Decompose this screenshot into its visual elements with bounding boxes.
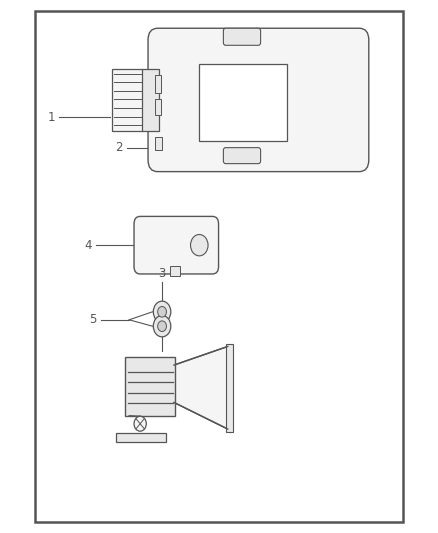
Text: 1: 1 xyxy=(47,111,55,124)
Circle shape xyxy=(153,301,171,322)
Bar xyxy=(155,137,162,150)
FancyBboxPatch shape xyxy=(223,148,261,164)
Text: 2: 2 xyxy=(115,141,123,154)
Bar xyxy=(116,433,166,442)
Circle shape xyxy=(134,416,146,431)
Bar xyxy=(112,69,143,131)
Text: 5: 5 xyxy=(89,313,96,326)
Circle shape xyxy=(153,316,171,337)
FancyBboxPatch shape xyxy=(223,28,261,45)
Polygon shape xyxy=(174,346,228,429)
Circle shape xyxy=(191,235,208,256)
Bar xyxy=(125,357,175,416)
FancyBboxPatch shape xyxy=(134,216,219,274)
Bar xyxy=(155,99,161,115)
Bar xyxy=(155,75,161,93)
Bar xyxy=(226,344,233,432)
Text: 4: 4 xyxy=(85,239,92,252)
Bar xyxy=(35,11,403,522)
Bar xyxy=(199,64,287,141)
Bar xyxy=(142,69,159,131)
Bar xyxy=(170,266,180,276)
Text: 3: 3 xyxy=(159,267,166,280)
FancyBboxPatch shape xyxy=(148,28,369,172)
Circle shape xyxy=(158,321,166,332)
Circle shape xyxy=(158,306,166,317)
